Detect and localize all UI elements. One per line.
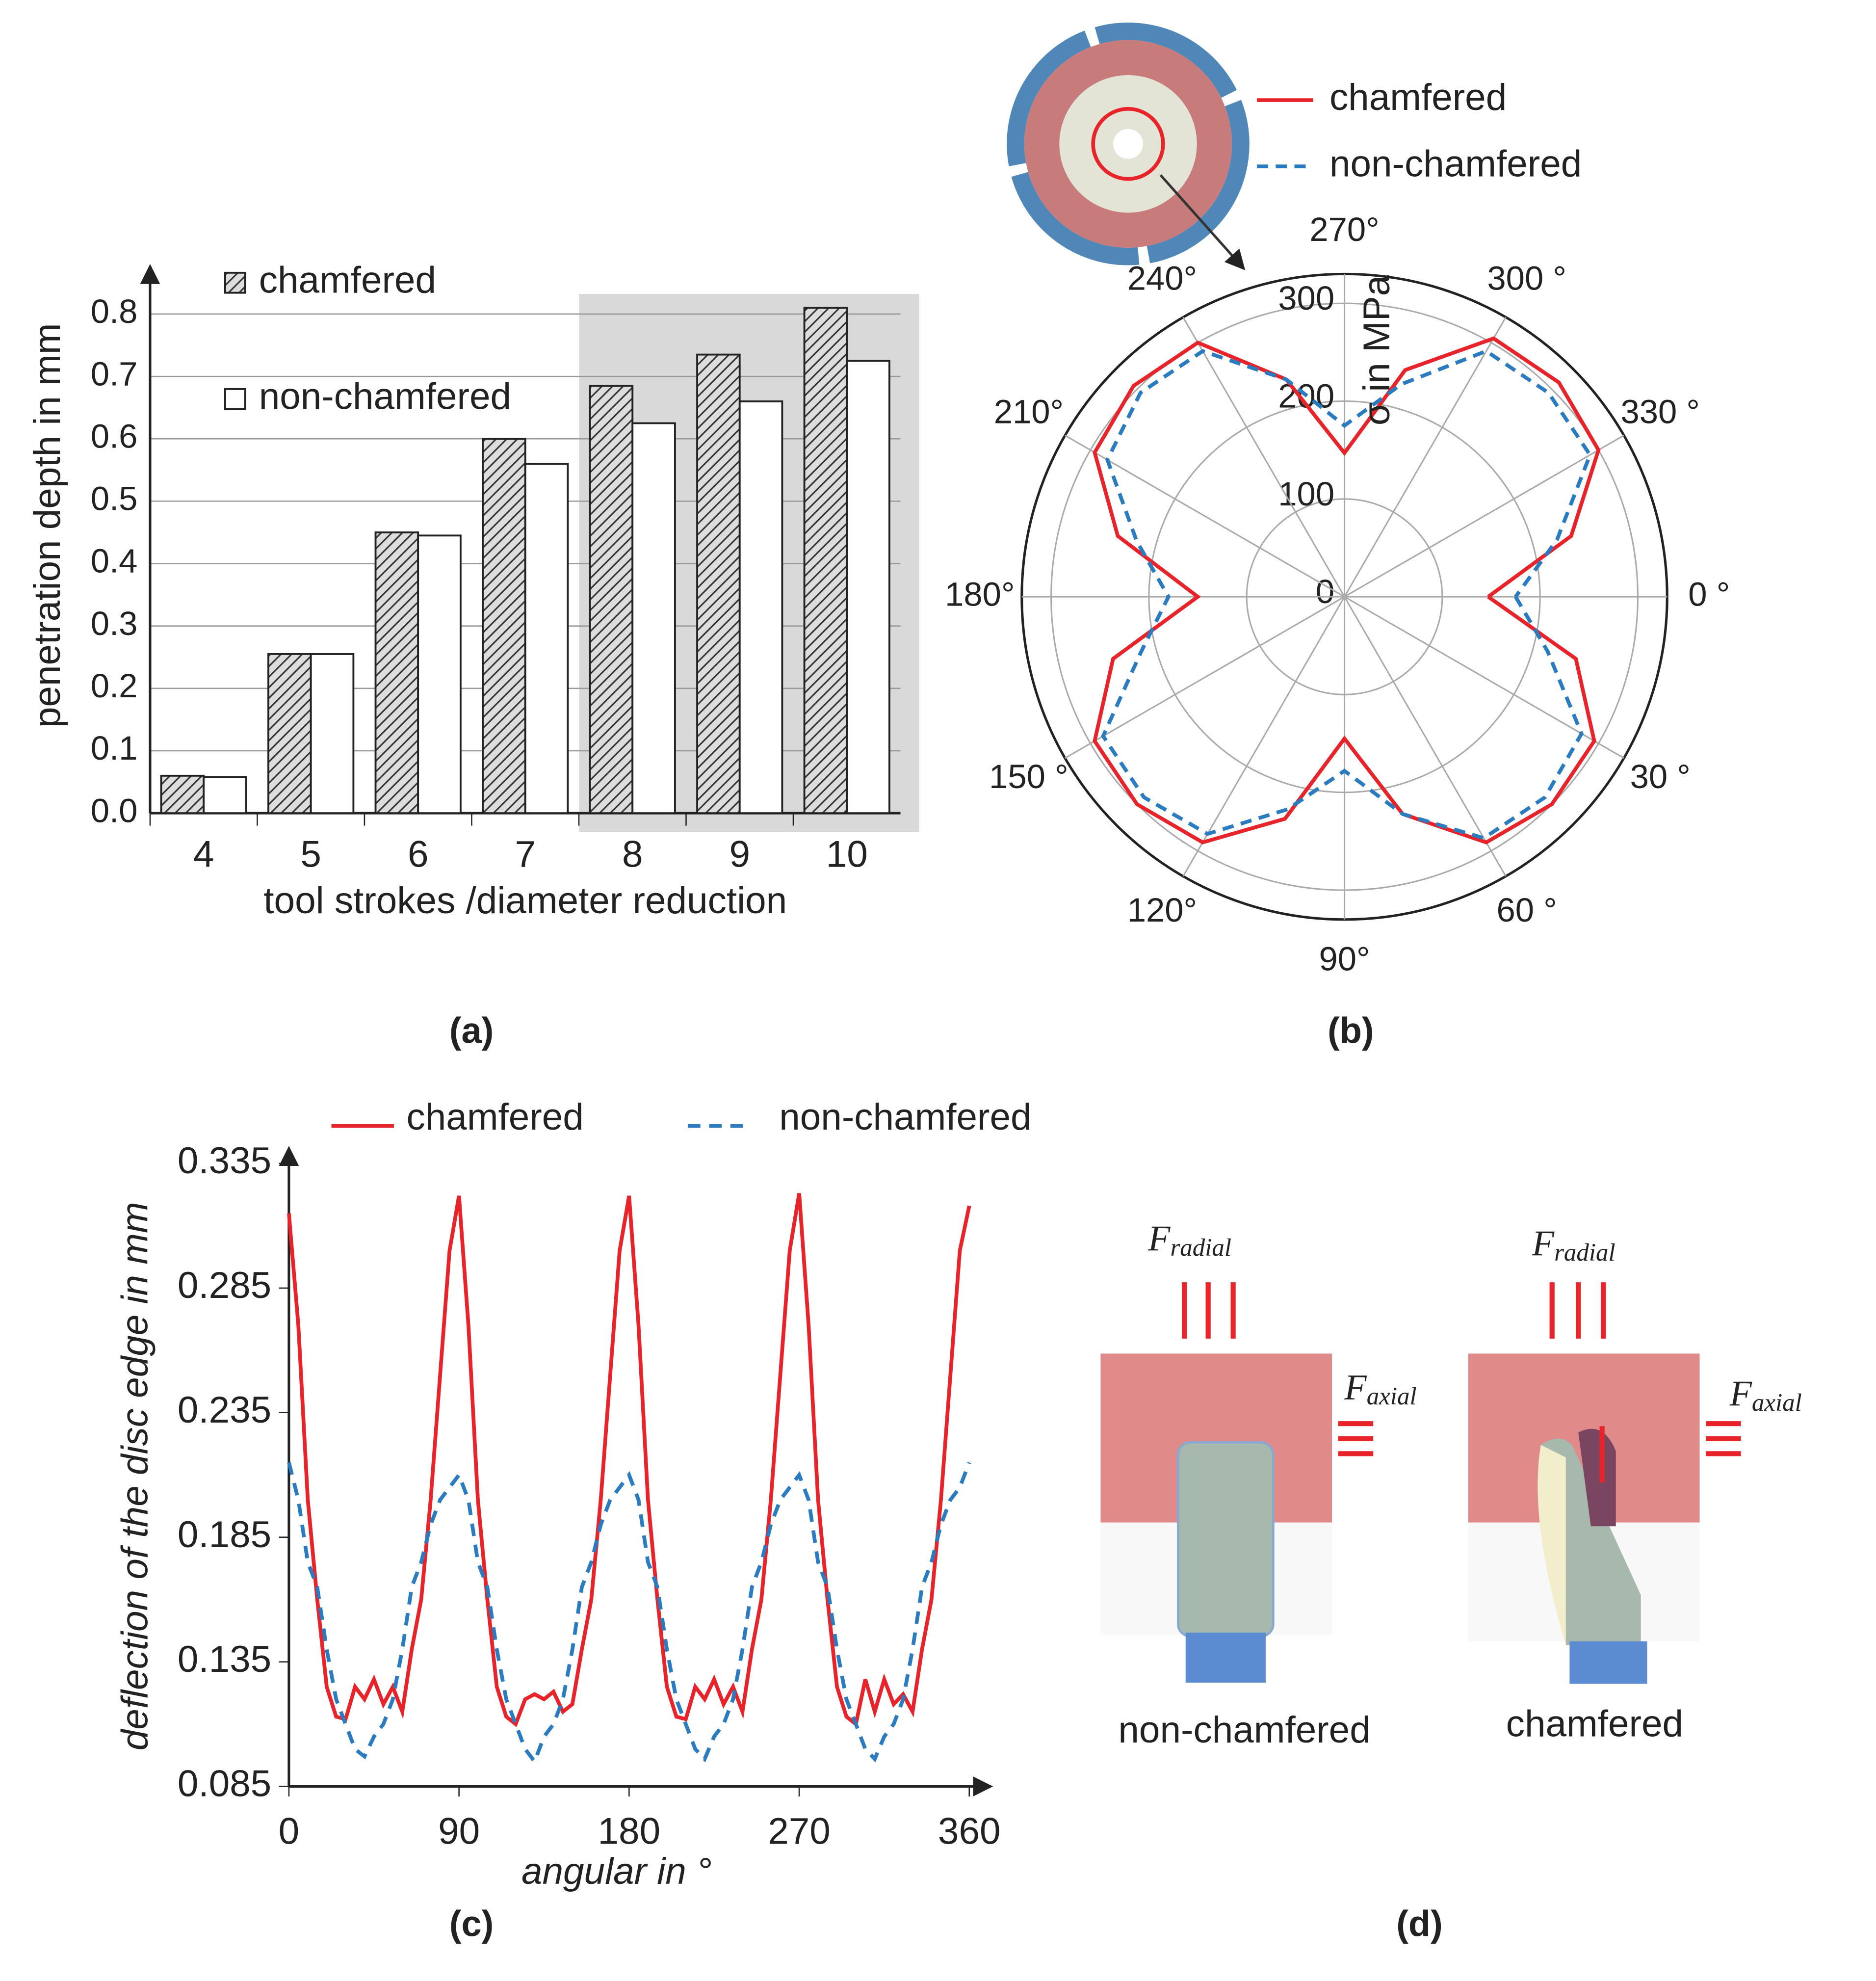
line (287, 1461, 971, 1766)
panel-label: (a) (449, 1010, 494, 1051)
panel-label: (d) (1396, 1903, 1442, 1944)
axial-force-label: Faxial (1344, 1367, 1417, 1410)
theta-tick-label: 0 ° (1688, 575, 1730, 613)
theta-tick-label: 150 ° (989, 758, 1068, 795)
legend-label: chamfered (259, 259, 436, 301)
x-tick-label: 6 (408, 834, 429, 875)
grid-spoke (1182, 317, 1345, 597)
legend-label: chamfered (407, 1096, 584, 1138)
bar (267, 653, 312, 815)
panel-caption: non-chamfered (1118, 1709, 1370, 1751)
y-tick-label: 0.085 (178, 1763, 271, 1805)
theta-tick-label: 90° (1319, 940, 1370, 978)
disc-icon (1007, 22, 1250, 270)
y-tick-label: 0.0 (91, 792, 138, 829)
y-axis-label: deflection of the disc edge in mm (114, 1202, 156, 1750)
x-tick-label: 270 (768, 1811, 831, 1852)
x-tick-label: 10 (826, 834, 868, 875)
line (287, 1193, 971, 1728)
bar (417, 534, 462, 815)
bar (738, 400, 783, 815)
y-tick-label: 0.135 (178, 1638, 271, 1680)
legend-label: non-chamfered (1329, 143, 1582, 185)
legend-label: non-chamfered (259, 376, 511, 418)
bar (203, 776, 247, 815)
grid-spoke (1344, 596, 1624, 759)
grid-spoke (1344, 317, 1507, 597)
x-tick-label: 0 (279, 1811, 300, 1852)
bar (846, 360, 890, 815)
bar (160, 774, 205, 815)
bar (374, 531, 419, 815)
radial-force-label: Fradial (1532, 1223, 1615, 1267)
x-tick-label: 90 (438, 1811, 480, 1852)
bar (696, 353, 741, 815)
bar (310, 653, 355, 815)
bar (482, 438, 526, 815)
theta-tick-label: 210° (994, 393, 1064, 431)
grid-spoke (1182, 596, 1345, 877)
panel-label: (b) (1328, 1010, 1374, 1051)
axial-force-label: Faxial (1729, 1373, 1802, 1417)
grid-spoke (1065, 596, 1345, 759)
legend-label: chamfered (1329, 77, 1507, 118)
y-tick-label: 0.8 (91, 292, 138, 330)
theta-tick-label: 180° (945, 575, 1015, 613)
grid-spoke (1065, 434, 1345, 598)
panel-caption: chamfered (1506, 1703, 1683, 1744)
y-tick-label: 0.285 (178, 1265, 271, 1306)
x-tick-label: 360 (938, 1811, 1001, 1852)
bar (589, 385, 634, 815)
profile-diagram (1100, 1282, 1741, 1684)
y-tick-label: 0.1 (91, 729, 138, 767)
theta-tick-label: 60 ° (1497, 891, 1557, 929)
r-tick-label: 100 (1278, 475, 1334, 513)
y-tick-label: 0.5 (91, 480, 138, 518)
theta-tick-label: 270° (1309, 211, 1379, 248)
x-tick-label: 9 (729, 834, 750, 875)
theta-tick-label: 30 ° (1630, 758, 1691, 795)
polar-line (1093, 336, 1601, 845)
bar (524, 463, 569, 815)
bar (803, 307, 848, 815)
y-tick-label: 0.335 (178, 1140, 271, 1182)
r-axis-label: σ in MPa (1356, 275, 1398, 425)
theta-tick-label: 300 ° (1487, 260, 1566, 297)
y-tick-label: 0.235 (178, 1389, 271, 1431)
x-tick-label: 7 (515, 834, 536, 875)
x-axis-label: tool strokes /diameter reduction (263, 880, 787, 922)
y-tick-label: 0.3 (91, 605, 138, 642)
panel-label: (c) (449, 1903, 494, 1944)
polar-line (1101, 349, 1592, 841)
legend-swatch (224, 271, 246, 294)
r-tick-label: 300 (1278, 279, 1334, 317)
x-axis-label: angular in ° (521, 1850, 712, 1892)
y-tick-label: 0.6 (91, 417, 138, 455)
theta-tick-label: 240° (1127, 260, 1197, 297)
y-tick-label: 0.185 (178, 1514, 271, 1556)
y-tick-label: 0.2 (91, 667, 138, 705)
radial-force-label: Fradial (1147, 1218, 1231, 1262)
y-tick-label: 0.4 (91, 542, 138, 580)
y-tick-label: 0.7 (91, 355, 138, 393)
theta-tick-label: 120° (1127, 891, 1197, 929)
legend-label: non-chamfered (779, 1096, 1031, 1138)
grid-spoke (1344, 596, 1507, 877)
grid-spoke (1344, 434, 1624, 598)
x-tick-label: 180 (598, 1811, 661, 1852)
x-tick-label: 4 (193, 834, 214, 875)
x-tick-label: 8 (622, 834, 643, 875)
y-axis-label: penetration depth in mm (26, 323, 68, 728)
x-tick-label: 5 (300, 834, 321, 875)
bar (631, 422, 676, 815)
legend-swatch (224, 388, 246, 410)
theta-tick-label: 330 ° (1620, 393, 1699, 431)
